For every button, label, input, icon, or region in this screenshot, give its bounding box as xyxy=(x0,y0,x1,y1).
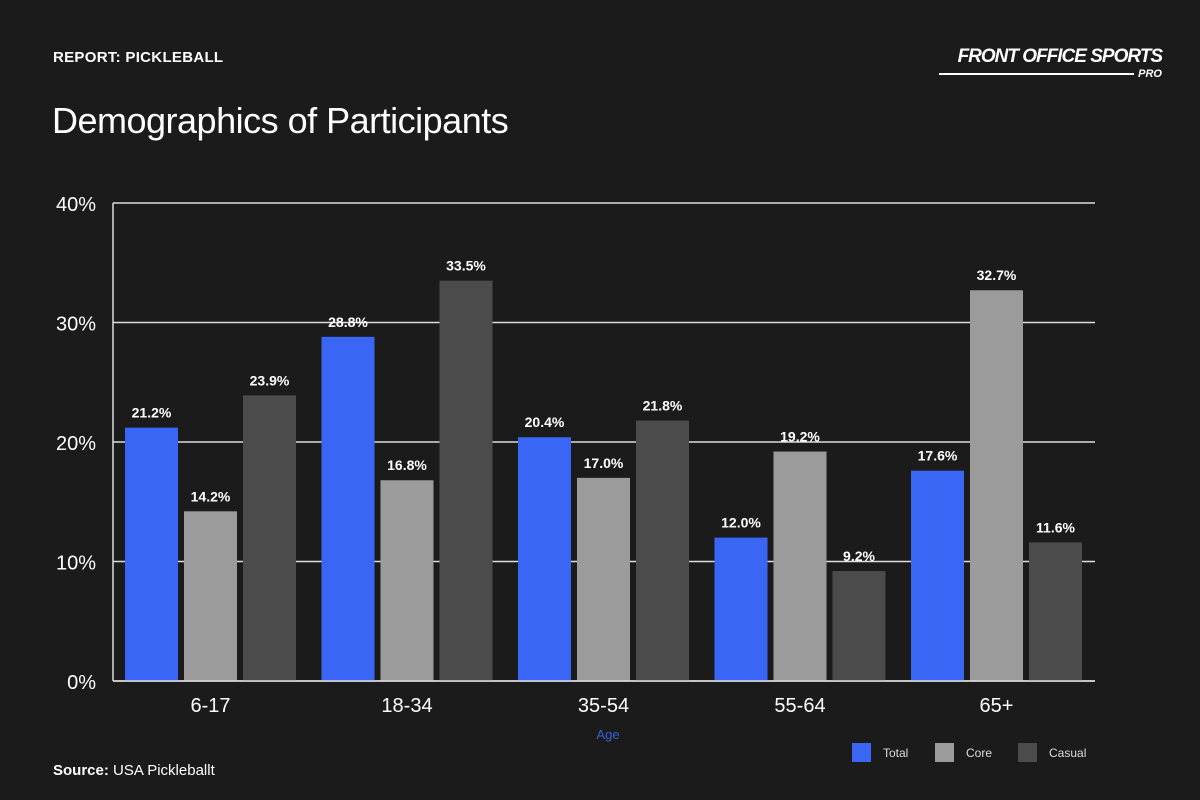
logo-underline xyxy=(939,73,1135,75)
legend-swatch-casual xyxy=(1018,743,1037,762)
data-label: 32.7% xyxy=(977,267,1017,283)
data-label: 19.2% xyxy=(780,429,820,445)
legend-swatch-core xyxy=(935,743,954,762)
bar-total xyxy=(125,427,178,681)
data-label: 17.0% xyxy=(584,455,624,471)
data-label: 16.8% xyxy=(387,457,427,473)
x-tick-label: 65+ xyxy=(980,695,1014,717)
legend-label: Total xyxy=(883,746,908,760)
bar-total xyxy=(321,336,375,681)
y-tick-label: 40% xyxy=(56,194,96,216)
data-label: 20.4% xyxy=(525,414,565,430)
x-axis-title: Age xyxy=(596,727,619,742)
x-tick-label: 35-54 xyxy=(578,695,629,717)
y-tick-label: 0% xyxy=(67,672,96,694)
data-label: 28.8% xyxy=(328,314,368,330)
brand-logo: FRONT OFFICE SPORTS PRO xyxy=(939,46,1163,80)
bar-casual xyxy=(243,395,296,681)
data-label: 14.2% xyxy=(191,488,231,504)
page-title: Demographics of Participants xyxy=(52,100,509,141)
bar-total xyxy=(911,470,964,681)
bar-casual xyxy=(1029,542,1082,681)
bar-core xyxy=(773,451,827,681)
data-label: 11.6% xyxy=(1036,519,1075,535)
x-tick-label: 18-34 xyxy=(381,695,432,717)
x-tick-label: 6-17 xyxy=(190,695,230,717)
bar-core xyxy=(380,480,434,681)
bar-core xyxy=(970,290,1023,681)
bar-casual xyxy=(636,420,689,681)
data-label: 23.9% xyxy=(250,372,290,388)
report-kicker: REPORT: PICKLEBALL xyxy=(53,49,224,66)
bar-casual xyxy=(832,571,886,681)
data-label: 12.0% xyxy=(721,515,761,531)
logo-sub: PRO xyxy=(1138,68,1162,80)
data-label: 21.8% xyxy=(643,397,683,413)
legend-label: Casual xyxy=(1049,746,1086,760)
legend-swatch-total xyxy=(852,743,871,762)
bar-total xyxy=(518,437,571,681)
y-tick-label: 20% xyxy=(56,433,96,455)
data-label: 21.2% xyxy=(132,405,172,421)
y-tick-label: 10% xyxy=(56,553,96,575)
data-label: 17.6% xyxy=(918,448,958,464)
bar-core xyxy=(577,477,630,681)
source-note: Source: USA Pickleballt xyxy=(53,762,215,779)
y-tick-label: 30% xyxy=(56,314,96,336)
bar-core xyxy=(184,511,237,681)
x-tick-label: 55-64 xyxy=(774,695,825,717)
data-label: 9.2% xyxy=(843,548,875,564)
source-value: USA Pickleballt xyxy=(113,762,215,779)
data-label: 33.5% xyxy=(446,258,486,274)
bar-casual xyxy=(439,280,493,681)
legend-label: Core xyxy=(966,746,992,760)
source-label: Source: xyxy=(53,762,109,779)
logo-text: FRONT OFFICE SPORTS xyxy=(957,46,1163,67)
bar-total xyxy=(714,537,768,681)
